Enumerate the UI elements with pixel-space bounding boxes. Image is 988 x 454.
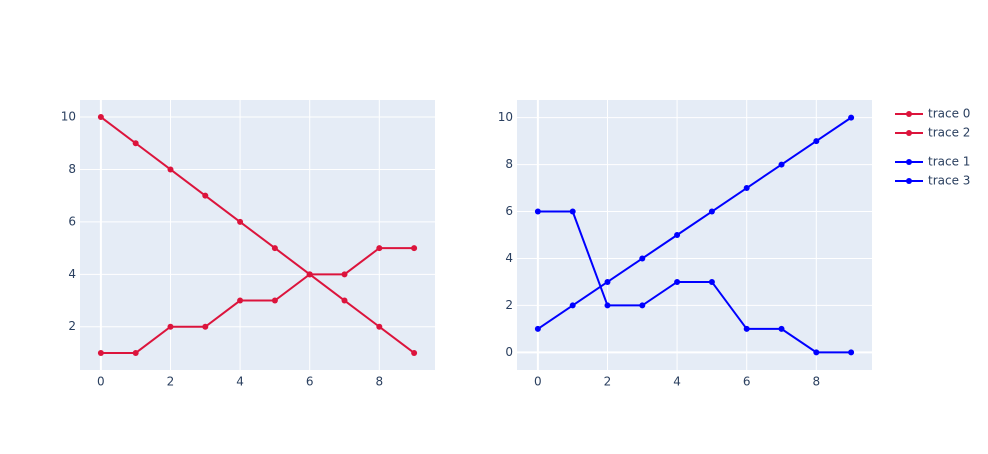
plot-area <box>517 100 872 370</box>
data-point <box>411 245 418 252</box>
data-point <box>848 114 855 121</box>
legend-marker <box>906 178 912 184</box>
data-point <box>132 349 139 356</box>
legend-label: trace 3 <box>928 174 970 188</box>
data-point <box>813 349 820 356</box>
legend: trace 0 trace 2 trace 1 trace 3 <box>895 107 970 188</box>
y-tick-label: 4 <box>68 267 76 281</box>
x-tick-label: 8 <box>812 375 820 389</box>
x-tick-label: 0 <box>97 375 105 389</box>
y-tick-label: 6 <box>505 204 513 218</box>
data-point <box>306 271 313 278</box>
data-point <box>569 302 576 309</box>
x-tick-label: 6 <box>306 375 314 389</box>
legend-item[interactable]: trace 2 <box>895 126 970 140</box>
data-point <box>237 297 244 304</box>
x-tick-label: 4 <box>236 375 244 389</box>
x-tick-label: 6 <box>743 375 751 389</box>
legend-marker <box>906 159 912 165</box>
y-tick-label: 2 <box>505 298 513 312</box>
data-point <box>604 278 611 285</box>
data-point <box>167 323 174 330</box>
legend-marker <box>906 130 912 136</box>
data-point <box>778 325 785 332</box>
data-point <box>569 208 576 215</box>
data-point <box>376 245 383 252</box>
legend-item[interactable]: trace 1 <box>895 155 970 169</box>
data-point <box>97 114 104 121</box>
x-tick-label: 0 <box>534 375 542 389</box>
data-point <box>534 325 541 332</box>
y-tick-label: 8 <box>68 162 76 176</box>
data-point <box>237 218 244 225</box>
data-point <box>534 208 541 215</box>
y-tick-label: 0 <box>505 345 513 359</box>
legend-item[interactable]: trace 0 <box>895 107 970 121</box>
data-point <box>639 302 646 309</box>
series-line <box>537 116 852 330</box>
data-point <box>202 192 209 199</box>
data-point <box>778 161 785 168</box>
y-tick-label: 4 <box>505 251 513 265</box>
legend-marker <box>906 111 912 117</box>
data-point <box>202 323 209 330</box>
data-point <box>813 138 820 145</box>
data-point <box>271 297 278 304</box>
data-point <box>674 278 681 285</box>
series-line <box>100 116 415 354</box>
data-point <box>341 297 348 304</box>
data-point <box>376 323 383 330</box>
data-point <box>674 232 681 238</box>
data-point <box>639 255 646 262</box>
data-point <box>708 208 715 215</box>
data-point <box>848 349 855 356</box>
data-point <box>708 278 715 285</box>
data-point <box>604 302 611 309</box>
legend-label: trace 1 <box>928 155 970 169</box>
y-tick-label: 10 <box>498 110 513 124</box>
y-tick-label: 8 <box>505 157 513 171</box>
x-tick-label: 2 <box>604 375 612 389</box>
series-line <box>537 210 852 354</box>
x-tick-label: 2 <box>167 375 175 389</box>
data-point <box>743 185 750 192</box>
data-point <box>132 140 139 147</box>
data-point <box>341 271 348 278</box>
x-tick-label: 8 <box>375 375 383 389</box>
data-point <box>411 349 418 356</box>
data-point <box>97 349 104 356</box>
series-line <box>100 247 415 354</box>
y-tick-label: 10 <box>61 110 76 124</box>
legend-label: trace 0 <box>928 107 970 121</box>
data-point <box>167 166 174 173</box>
y-tick-label: 2 <box>68 319 76 333</box>
data-point <box>271 245 278 252</box>
y-tick-label: 6 <box>68 214 76 228</box>
legend-label: trace 2 <box>928 126 970 140</box>
legend-item[interactable]: trace 3 <box>895 174 970 188</box>
data-point <box>743 325 750 332</box>
x-tick-label: 4 <box>673 375 681 389</box>
